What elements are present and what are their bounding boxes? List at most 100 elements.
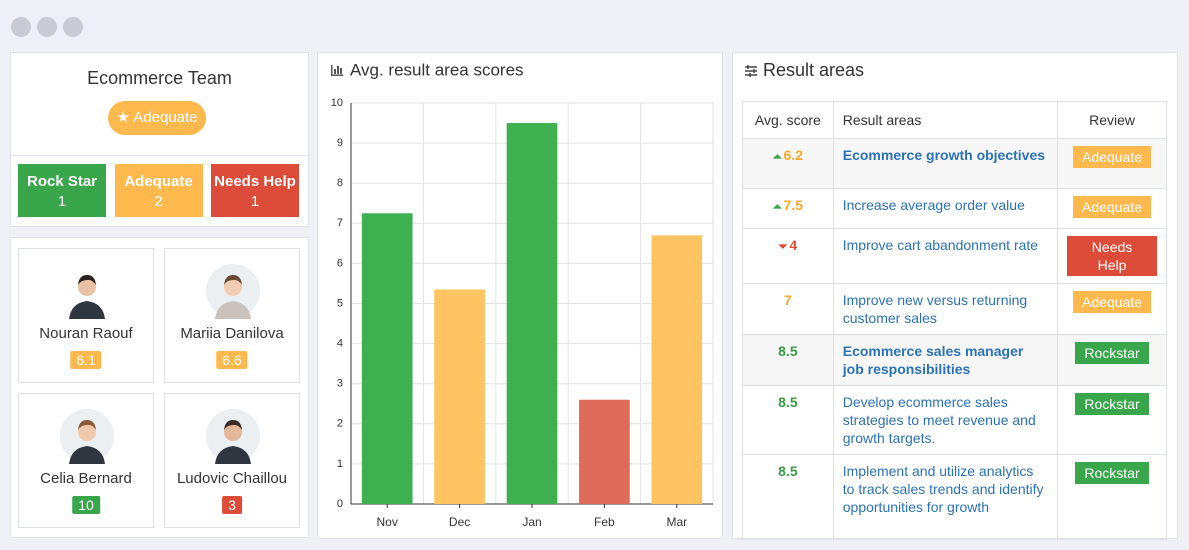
score-cell: 8.5	[742, 454, 834, 540]
avatar-head	[224, 423, 242, 441]
column-header: Avg. score	[742, 101, 834, 139]
member-card: Celia Bernard 10	[18, 393, 154, 528]
table-row: ⏶ 6.2 Ecommerce growth objectives Adequate	[742, 138, 1167, 189]
member-name: Nouran Raouf	[39, 325, 133, 342]
review-tag: Adequate	[1073, 291, 1151, 313]
score-cell: 8.5	[742, 385, 834, 455]
avatar-head	[224, 278, 242, 296]
x-tick-label: Dec	[449, 515, 470, 529]
review-tag: Rockstar	[1075, 342, 1149, 364]
y-tick-label: 2	[337, 418, 343, 430]
member-score: 3	[222, 496, 242, 514]
window-dot	[63, 17, 83, 37]
member-name: Ludovic Chaillou	[176, 470, 288, 487]
trend-icon: ⏷	[778, 241, 788, 253]
member-card: Ludovic Chaillou 3	[164, 393, 300, 528]
area-link[interactable]: Ecommerce sales manager job responsibili…	[842, 343, 1024, 377]
score-cell: 8.5	[742, 334, 834, 386]
y-tick-label: 5	[337, 297, 343, 309]
avatar-body	[69, 301, 105, 319]
member-score: 6.6	[216, 351, 248, 369]
review-tag: Rockstar	[1075, 462, 1149, 484]
chart-title: Avg. result area scores	[350, 60, 524, 79]
team-status[interactable]: ★ Adequate	[108, 101, 206, 135]
x-tick-label: Feb	[594, 515, 615, 529]
table-row: ⏷ 4 Improve cart abandonment rate Needs Hel…	[742, 228, 1167, 284]
count-value: 1	[57, 193, 67, 210]
avatar-hair	[78, 420, 96, 430]
area-cell: Ecommerce sales manager job responsibili…	[832, 334, 1059, 386]
avatar-body	[215, 301, 251, 319]
bar	[361, 213, 413, 504]
score-cell: ⏶ 7.5	[742, 188, 834, 229]
area-cell: Improve cart abandonment rate	[832, 228, 1059, 284]
divider	[11, 155, 308, 156]
count-label: Needs Help	[214, 173, 296, 190]
score-cell: ⏶ 6.2	[742, 138, 834, 189]
bar	[579, 399, 630, 504]
count-value: 1	[250, 193, 260, 210]
member-name: Mariia Danilova	[180, 325, 284, 342]
avatar	[206, 409, 260, 464]
score: 6.2	[783, 147, 804, 163]
team-title: Ecommerce Team	[87, 68, 232, 88]
area-cell: Implement and utilize analytics to track…	[832, 454, 1059, 540]
chart-icon	[331, 65, 343, 76]
member-score: 10	[72, 496, 100, 514]
window-dot	[37, 17, 57, 37]
member-card: Mariia Danilova 6.6	[164, 248, 300, 383]
avatar-body	[215, 446, 251, 464]
chart-panel: Avg. result area scores 0 1 2 3 4 5 6 7 8 9 10 Nov D…	[317, 52, 723, 539]
area-cell: Ecommerce growth objectives	[832, 138, 1059, 189]
y-tick-label: 8	[337, 177, 343, 189]
trend-icon: ⏶	[772, 201, 782, 213]
y-tick-label: 0	[337, 498, 343, 510]
column-header: Result areas	[832, 101, 1059, 139]
areas-table: Avg. score Result areas Review ⏶ 6.2 Ecommerc…	[742, 101, 1167, 540]
area-cell: Develop ecommerce sales strategies to me…	[832, 385, 1059, 455]
count-box: Adequate 2	[114, 164, 203, 217]
areas-icon	[745, 65, 757, 77]
count-value: 2	[154, 193, 163, 210]
area-link[interactable]: Implement and utilize analytics to track…	[842, 463, 1044, 515]
column-header: Review	[1057, 101, 1167, 139]
area-link[interactable]: Improve new versus returning customer sa…	[842, 292, 1028, 326]
review-cell: Needs Help	[1057, 228, 1167, 284]
bar	[434, 289, 485, 504]
count-box: Needs Help 1	[211, 164, 299, 217]
y-tick-label: 7	[337, 217, 343, 229]
review-cell: Rockstar	[1057, 334, 1167, 386]
area-link[interactable]: Ecommerce growth objectives	[842, 147, 1046, 163]
avatar	[206, 264, 260, 319]
bar	[651, 235, 703, 504]
count-box: Rock Star 1	[18, 164, 106, 217]
avatar	[60, 264, 114, 319]
header-row: Avg. score Result areas Review	[742, 101, 1167, 139]
y-tick-label: 10	[331, 97, 343, 109]
score: 4	[789, 237, 798, 253]
y-tick-label: 4	[337, 338, 343, 350]
area-link[interactable]: Increase average order value	[842, 197, 1025, 213]
team-status-text: Adequate	[133, 109, 198, 126]
avatar-head	[78, 278, 96, 296]
x-tick-label: Mar	[666, 515, 687, 529]
table-row: 8.5 Implement and utilize analytics to tr…	[742, 454, 1167, 540]
review-cell: Rockstar	[1057, 385, 1167, 455]
avatar	[60, 409, 114, 464]
avatar-hair	[78, 275, 96, 285]
bar	[506, 123, 558, 505]
x-tick-label: Jan	[522, 515, 541, 529]
area-link[interactable]: Improve cart abandonment rate	[842, 237, 1039, 253]
area-link[interactable]: Develop ecommerce sales strategies to me…	[842, 394, 1036, 446]
x-tick-label: Nov	[377, 515, 398, 529]
y-tick-label: 9	[337, 137, 343, 149]
review-cell: Adequate	[1057, 188, 1167, 229]
count-label: Rock Star	[26, 173, 98, 190]
chart: Avg. result area scores 0 1 2 3 4 5 6 7 8 9 10 Nov D…	[331, 60, 714, 529]
y-tick-label: 3	[337, 378, 343, 390]
y-tick-label: 6	[337, 257, 343, 269]
score: 7.5	[783, 197, 804, 213]
avatar-head	[78, 423, 96, 441]
review-tag: Needs Help	[1067, 236, 1157, 276]
